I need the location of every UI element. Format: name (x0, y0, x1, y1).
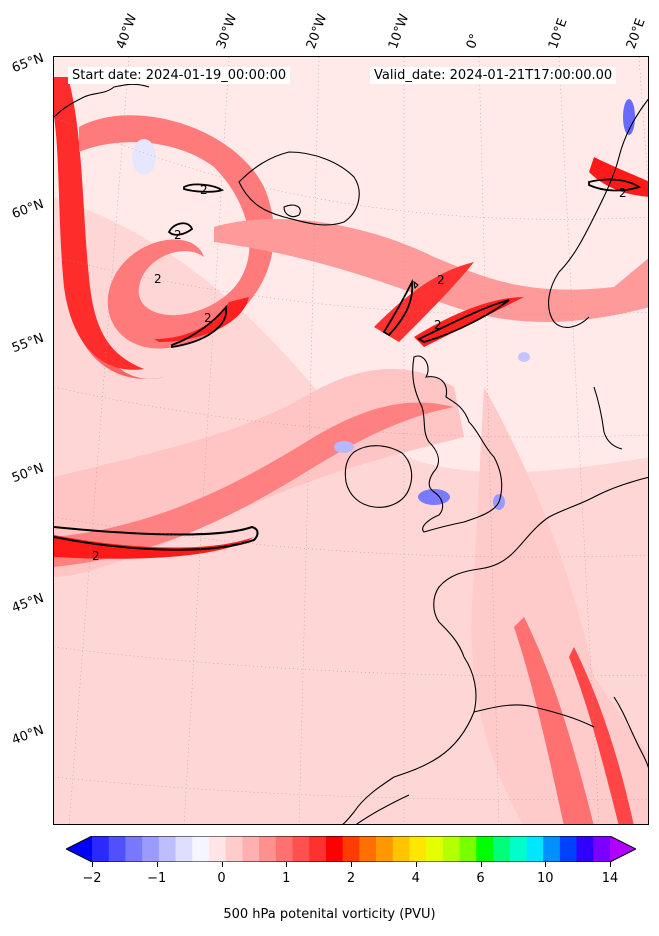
pv-map: 2 2 2 2 2 2 2 2 (53, 56, 649, 825)
lon-label-30w: 30°W (213, 12, 241, 51)
lon-label-20w: 20°W (303, 12, 331, 51)
colorbar-swatch (142, 836, 160, 862)
colorbar-swatch (125, 836, 143, 862)
colorbar-swatch (543, 836, 561, 862)
start-date-label: Start date: 2024-01-19_00:00:00 (68, 67, 291, 84)
colorbar-swatch (242, 836, 260, 862)
lon-label-10w: 10°W (385, 12, 413, 51)
contour-label: 2 (200, 183, 208, 197)
colorbar-swatch (208, 836, 227, 862)
contour-label: 2 (92, 549, 100, 563)
lon-label-40w: 40°W (113, 12, 141, 51)
colorbar-swatch (92, 836, 110, 862)
colorbar-swatch (476, 836, 494, 862)
colorbar-swatch (376, 836, 394, 862)
colorbar-swatch (292, 836, 310, 862)
lat-label-55n: 55°N (10, 330, 46, 357)
colorbar-min-extension (66, 836, 92, 862)
colorbar-swatch (509, 836, 527, 862)
colorbar-tick-label: 14 (601, 871, 619, 886)
colorbar-tick-mark (156, 862, 158, 867)
colorbar-swatch (192, 836, 210, 862)
colorbar-tick-label: 6 (476, 871, 485, 886)
contour-label: 2 (619, 186, 627, 200)
contour-label: 2 (434, 318, 442, 332)
colorbar-swatch (576, 836, 594, 862)
lat-label-65n: 65°N (10, 50, 46, 77)
colorbar-tick-label: −1 (147, 871, 167, 886)
colorbar-tick-mark (480, 862, 482, 867)
colorbar-swatch (325, 836, 344, 862)
colorbar-swatch (259, 836, 277, 862)
colorbar-tick-label: −2 (82, 871, 102, 886)
colorbar-swatch (108, 836, 126, 862)
lat-label-40n: 40°N (10, 722, 46, 749)
colorbar (64, 835, 638, 863)
colorbar-swatches (64, 835, 638, 863)
colorbar-swatch (559, 836, 578, 862)
colorbar-swatch (158, 836, 177, 862)
colorbar-tick-label: 1 (282, 871, 291, 886)
colorbar-swatch (175, 836, 193, 862)
colorbar-tick-mark (221, 862, 223, 867)
colorbar-swatch (426, 836, 444, 862)
lat-label-45n: 45°N (10, 590, 46, 617)
colorbar-tick-mark (286, 862, 288, 867)
colorbar-tick-mark (92, 862, 93, 867)
colorbar-swatch (442, 836, 461, 862)
colorbar-tick-mark (610, 862, 611, 867)
lon-label-10e: 10°E (545, 16, 571, 51)
colorbar-swatch (593, 836, 611, 862)
colorbar-swatch (275, 836, 294, 862)
colorbar-tick-label: 0 (217, 871, 226, 886)
contour-label: 2 (154, 272, 162, 286)
lat-label-50n: 50°N (10, 460, 46, 487)
lon-label-0: 0° (463, 31, 484, 51)
colorbar-tick-label: 2 (346, 871, 356, 886)
colorbar-swatch (392, 836, 410, 862)
colorbar-swatch (309, 836, 327, 862)
contour-label: 2 (174, 228, 182, 242)
lon-label-20e: 20°E (623, 16, 649, 51)
colorbar-swatch (359, 836, 377, 862)
contour-label: 2 (437, 273, 445, 287)
colorbar-swatch (526, 836, 544, 862)
valid-date-label: Valid_date: 2024-01-21T17:00:00.00 (370, 67, 617, 84)
colorbar-max-extension (610, 836, 636, 862)
colorbar-tick-label: 10 (536, 871, 554, 886)
lat-label-60n: 60°N (10, 196, 46, 223)
colorbar-tick-mark (351, 862, 352, 867)
colorbar-swatch (459, 836, 477, 862)
colorbar-swatch (225, 836, 243, 862)
colorbar-tick-mark (545, 862, 547, 867)
contour-label: 2 (204, 311, 212, 325)
colorbar-swatch (342, 836, 360, 862)
colorbar-swatch (409, 836, 427, 862)
pv-field: 2 2 2 2 2 2 2 2 (54, 57, 648, 824)
colorbar-swatch (493, 836, 511, 862)
colorbar-tick-mark (415, 862, 417, 867)
colorbar-tick-label: 4 (411, 871, 420, 886)
colorbar-label: 500 hPa potenital vorticity (PVU) (223, 907, 436, 922)
